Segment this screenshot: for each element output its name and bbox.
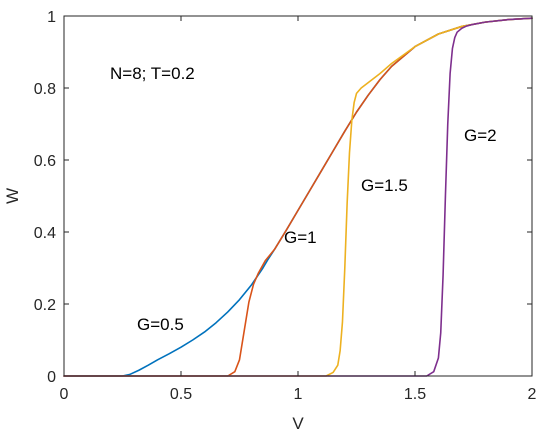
series-line-3 <box>63 17 533 377</box>
plot-background <box>64 16 532 376</box>
y-tick-label: 0.8 <box>34 81 56 98</box>
x-tick-label: 0.5 <box>170 386 192 403</box>
plot-area <box>64 16 532 376</box>
annotation-g1: G=1 <box>284 228 317 247</box>
annotation-g05: G=0.5 <box>137 315 184 334</box>
x-axis-title: V <box>292 414 304 433</box>
y-tick-label: 0.4 <box>34 225 56 242</box>
y-axis-title: W <box>3 188 22 204</box>
y-tick-label: 0 <box>47 369 56 386</box>
series-layer <box>63 17 533 377</box>
annotation-params: N=8; T=0.2 <box>110 64 195 83</box>
annotation-g2: G=2 <box>464 126 497 145</box>
annotation-g15: G=1.5 <box>361 176 408 195</box>
x-tick-label: 0 <box>60 386 69 403</box>
x-tick-label: 1.5 <box>404 386 426 403</box>
x-tick-label: 2 <box>528 386 537 403</box>
x-tick-label: 1 <box>294 386 303 403</box>
axes-layer: 0 0.5 1 1.5 2 0 0.2 0.4 0.6 0.8 1 <box>34 9 537 403</box>
series-line-4 <box>63 17 533 377</box>
y-tick-label: 0.2 <box>34 297 56 314</box>
y-tick-label: 1 <box>47 9 56 26</box>
y-tick-label: 0.6 <box>34 153 56 170</box>
